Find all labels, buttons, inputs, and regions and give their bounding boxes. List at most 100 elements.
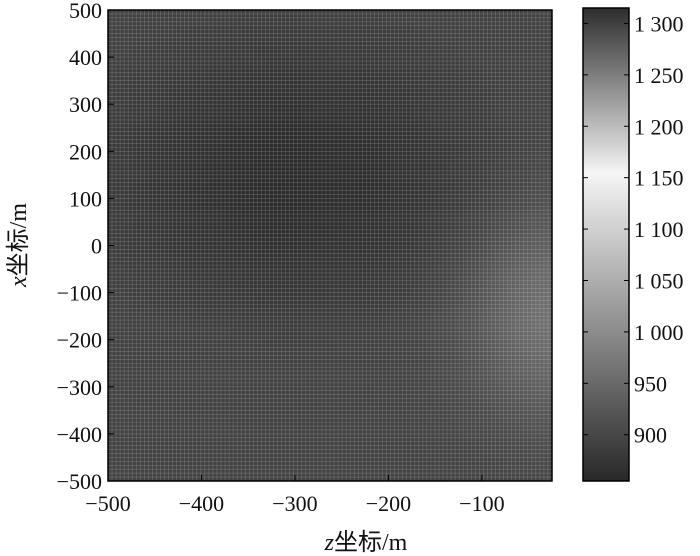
heatmap-cell <box>463 351 471 358</box>
heatmap-cell <box>196 62 205 70</box>
heatmap-cell <box>307 151 316 158</box>
heatmap-cell <box>404 380 412 388</box>
heatmap-cell <box>300 74 309 82</box>
heatmap-cell <box>137 27 146 34</box>
heatmap-cell <box>248 369 257 376</box>
heatmap-cell <box>233 68 242 76</box>
heatmap-cell <box>455 227 464 235</box>
heatmap-cell <box>470 269 479 276</box>
heatmap-cell <box>455 15 464 23</box>
heatmap-cell <box>322 451 331 458</box>
heatmap-cell <box>337 375 346 382</box>
heatmap-cell <box>374 351 383 358</box>
heatmap-cell <box>359 33 368 40</box>
heatmap-cell <box>485 174 494 182</box>
heatmap-cell <box>507 392 516 399</box>
heatmap-cell <box>182 422 190 429</box>
heatmap-cell <box>219 469 227 476</box>
heatmap-cell <box>285 104 294 111</box>
heatmap-cell <box>500 127 508 135</box>
heatmap-cell <box>108 68 116 76</box>
heatmap-cell <box>204 345 212 352</box>
heatmap-cell <box>130 163 138 170</box>
heatmap-cell <box>529 304 538 311</box>
heatmap-cell <box>492 380 501 388</box>
heatmap-cell <box>374 198 383 205</box>
heatmap-cell <box>182 451 190 458</box>
heatmap-cell <box>507 204 516 211</box>
heatmap-cell <box>448 104 457 111</box>
heatmap-cell <box>529 316 538 323</box>
heatmap-cell <box>330 33 338 40</box>
heatmap-cell <box>307 357 316 364</box>
heatmap-cell <box>544 74 553 82</box>
heatmap-cell <box>507 416 516 423</box>
heatmap-cell <box>204 62 212 70</box>
heatmap-cell <box>492 345 501 352</box>
heatmap-cell <box>270 115 279 123</box>
heatmap-cell <box>241 422 249 429</box>
heatmap-cell <box>433 239 442 246</box>
heatmap-cell <box>137 375 146 382</box>
heatmap-cell <box>515 386 523 394</box>
heatmap-cell <box>307 463 316 470</box>
heatmap-cell <box>455 422 464 429</box>
heatmap-cell <box>367 380 375 388</box>
heatmap-cell <box>152 351 161 358</box>
heatmap-cell <box>500 210 508 217</box>
heatmap-cell <box>485 192 494 199</box>
heatmap-cell <box>219 110 227 117</box>
heatmap-cell <box>470 327 479 335</box>
heatmap-cell <box>263 269 272 276</box>
heatmap-cell <box>159 451 168 458</box>
heatmap-cell <box>404 33 412 40</box>
heatmap-cell <box>441 304 449 311</box>
heatmap-cell <box>418 21 427 29</box>
heatmap-cell <box>515 251 523 258</box>
heatmap-cell <box>463 198 471 205</box>
heatmap-cell <box>529 204 538 211</box>
heatmap-cell <box>315 186 323 193</box>
heatmap-cell <box>515 304 523 311</box>
heatmap-cell <box>152 98 161 105</box>
heatmap-cell <box>307 433 316 441</box>
heatmap-cell <box>522 345 531 352</box>
heatmap-cell <box>152 245 161 252</box>
heatmap-cell <box>174 168 183 176</box>
heatmap-cell <box>233 62 242 70</box>
heatmap-cell <box>396 33 405 40</box>
heatmap-cell <box>352 86 360 93</box>
heatmap-cell <box>478 304 486 311</box>
heatmap-cell <box>492 333 501 341</box>
heatmap-cell <box>433 163 442 170</box>
heatmap-cell <box>278 157 286 164</box>
heatmap-cell <box>159 386 168 394</box>
heatmap-cell <box>122 304 131 311</box>
heatmap-cell <box>529 386 538 394</box>
heatmap-cell <box>322 433 331 441</box>
heatmap-cell <box>145 392 153 399</box>
heatmap-cell <box>167 304 175 311</box>
heatmap-cell <box>381 121 390 129</box>
heatmap-cell <box>478 292 486 299</box>
heatmap-cell <box>381 298 390 305</box>
heatmap-cell <box>315 292 323 299</box>
heatmap-cell <box>322 263 331 270</box>
heatmap-cell <box>233 15 242 23</box>
heatmap-cell <box>174 445 183 452</box>
heatmap-cell <box>137 157 146 164</box>
heatmap-cell <box>189 198 198 205</box>
heatmap-cell <box>315 74 323 82</box>
heatmap-cell <box>544 174 553 182</box>
heatmap-cell <box>122 174 131 182</box>
heatmap-cell <box>411 27 420 34</box>
heatmap-cell <box>278 227 286 235</box>
heatmap-cell <box>426 351 434 358</box>
heatmap-cell <box>137 380 146 388</box>
heatmap-cell <box>492 45 501 52</box>
heatmap-cell <box>159 274 168 282</box>
heatmap-cell <box>367 304 375 311</box>
heatmap-cell <box>418 298 427 305</box>
heatmap-cell <box>352 298 360 305</box>
heatmap-cell <box>389 416 397 423</box>
